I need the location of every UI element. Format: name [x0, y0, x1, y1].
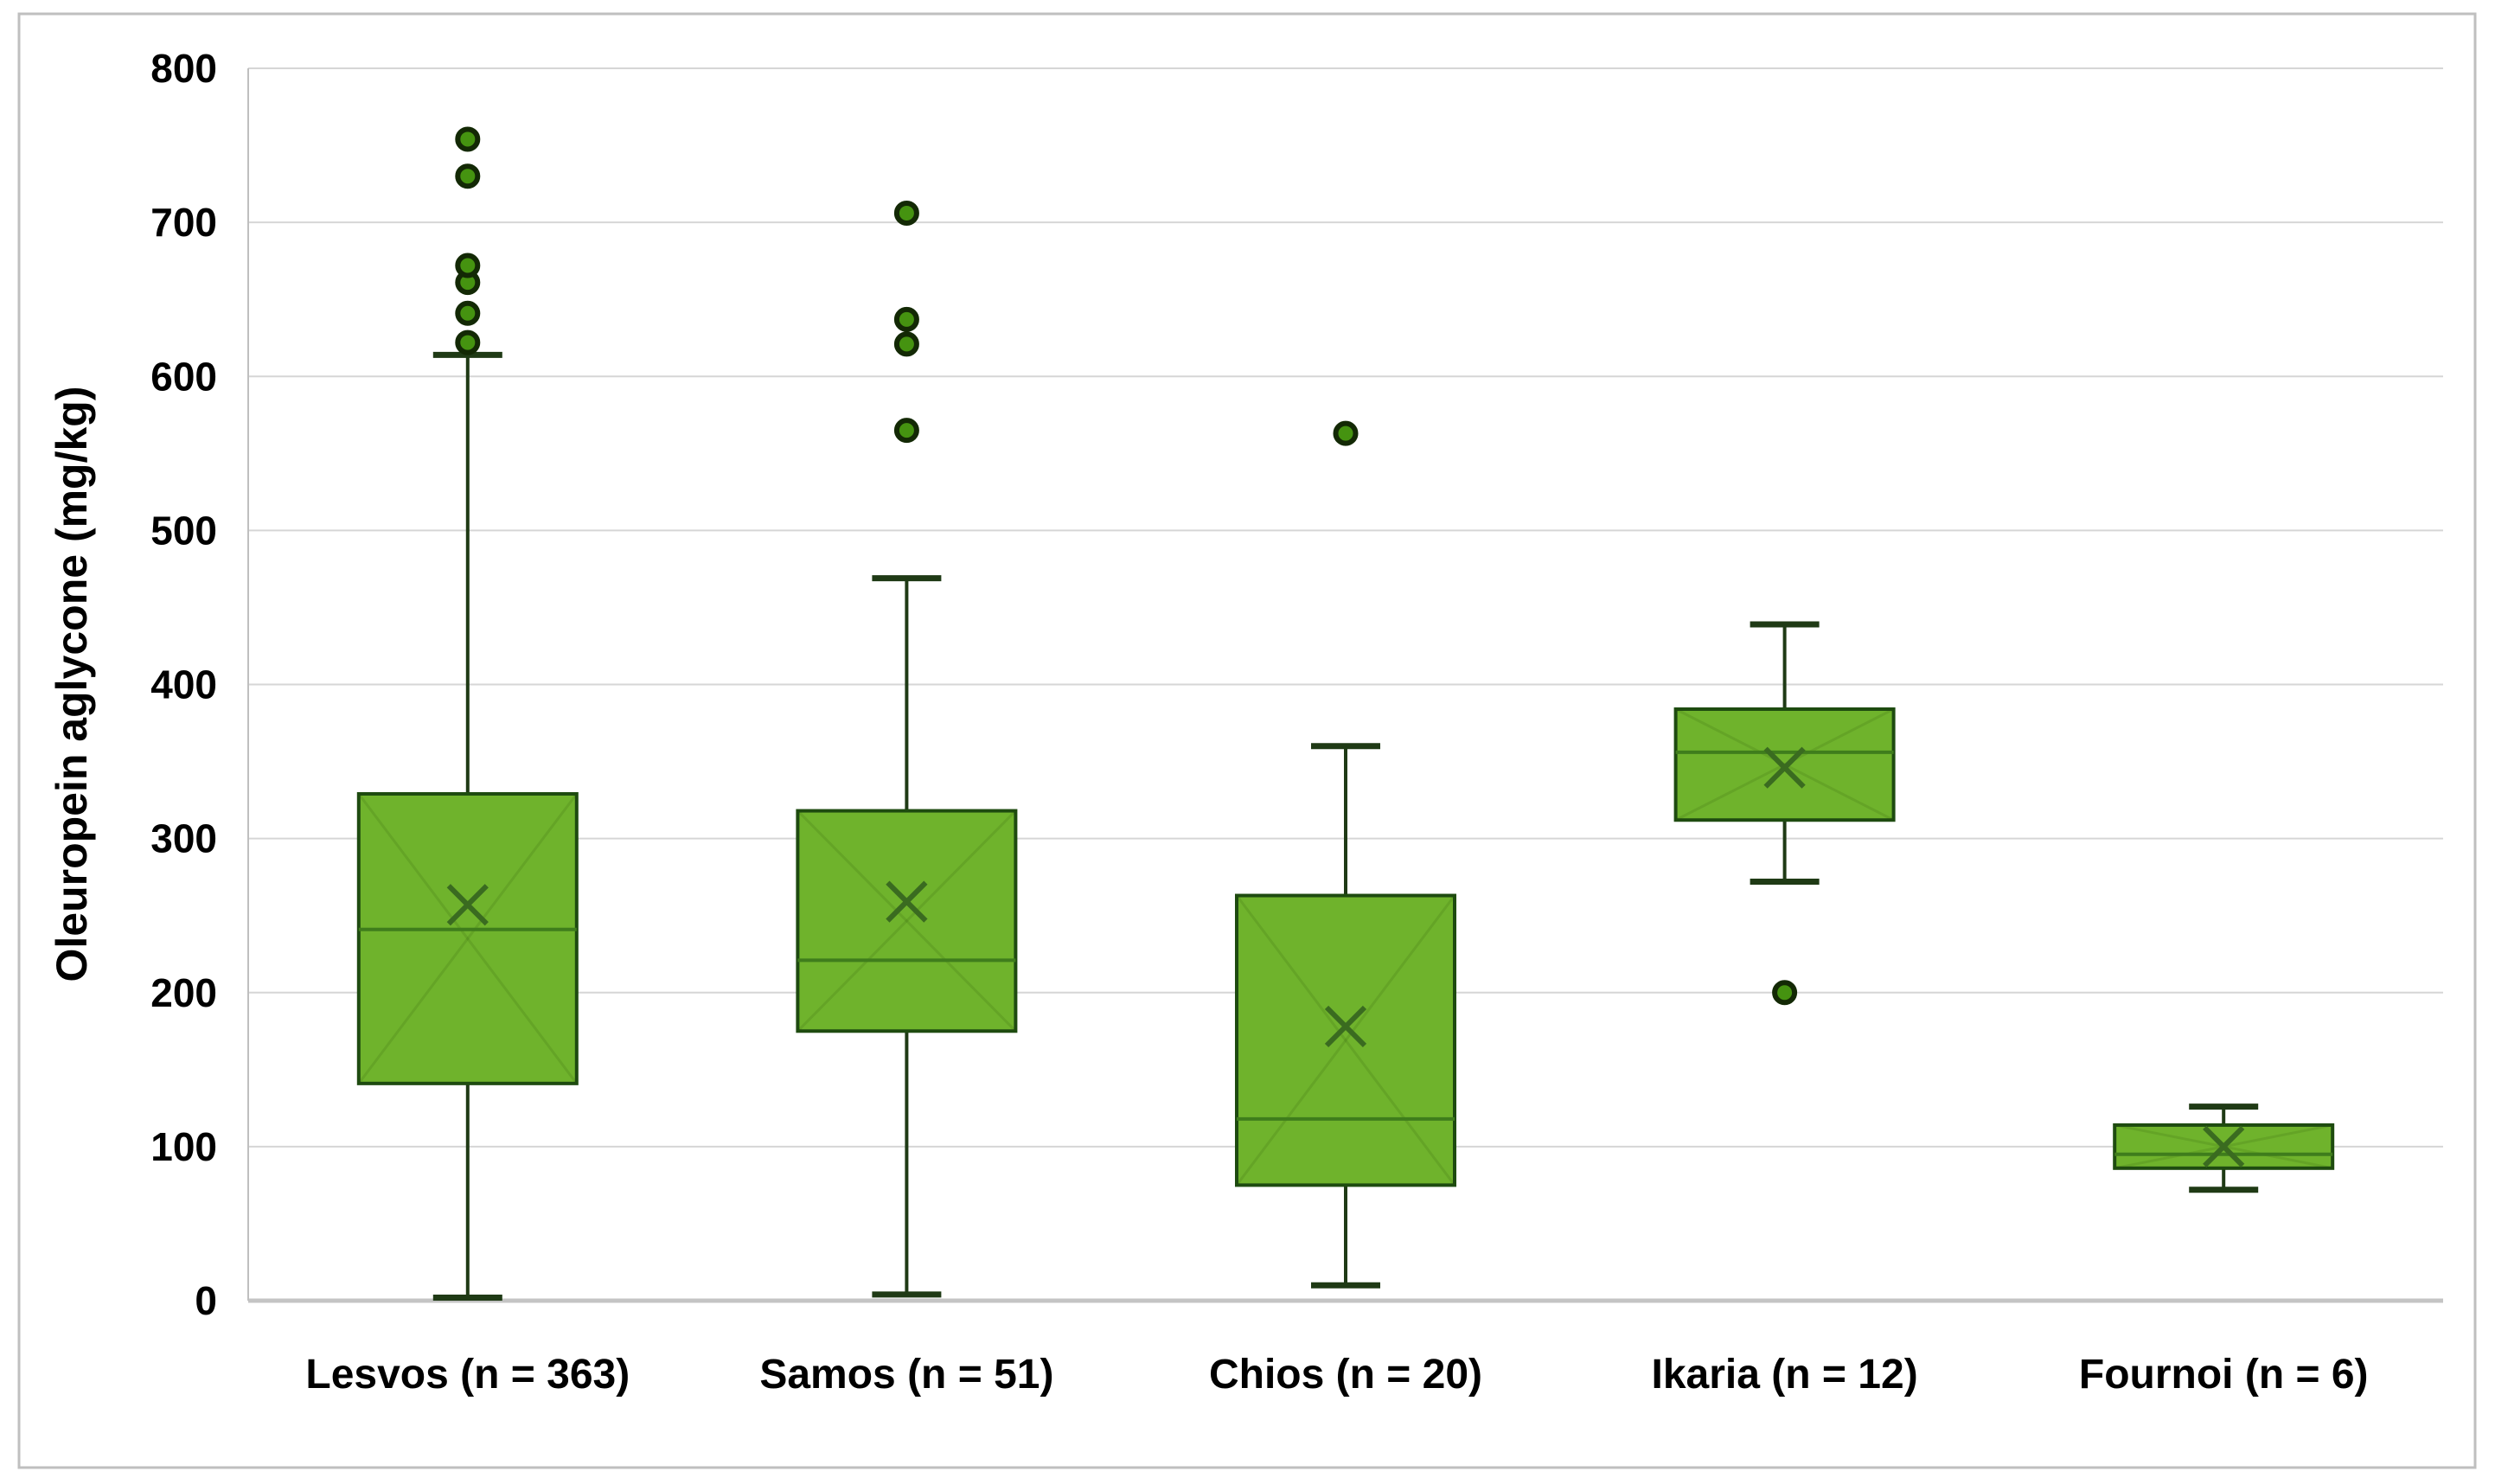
- y-tick-label-200: 200: [150, 970, 217, 1015]
- x-axis-label-lesvos: Lesvos (n = 363): [305, 1352, 630, 1398]
- mean-marker-samos: [886, 880, 928, 923]
- outlier-lesvos-672: [455, 253, 481, 278]
- mean-marker-chios: [1324, 1005, 1367, 1048]
- box-diagonal-chios: [1235, 894, 1456, 1187]
- axis-labels-group: 0 100 200 300 400 500 600 700 800 Lesvos (n = 363…: [150, 46, 2368, 1398]
- box-chios: [1235, 893, 1456, 1187]
- y-tick-label-100: 100: [150, 1124, 217, 1169]
- outlier-lesvos-641: [455, 300, 481, 326]
- outlier-samos-565: [893, 418, 919, 444]
- boxplot-lesvos: [356, 126, 579, 1301]
- y-tick-label-400: 400: [150, 662, 217, 707]
- gridlines-group: [247, 67, 2443, 1303]
- outlier-lesvos-730: [455, 163, 481, 189]
- x-axis-label-ikaria: Ikaria (n = 12): [1652, 1352, 1918, 1398]
- y-tick-label-800: 800: [150, 46, 217, 91]
- box-diagonal-samos: [796, 809, 1017, 1033]
- outlier-ikaria-200: [1772, 980, 1798, 1006]
- y-axis-title: Oleuropein aglycone (mg/kg): [48, 387, 96, 982]
- x-axis-label-chios: Chios (n = 20): [1209, 1352, 1482, 1398]
- mean-marker-lesvos: [446, 884, 489, 926]
- boxplot-fournoi: [2113, 1103, 2335, 1193]
- mean-marker-fournoi: [2203, 1125, 2245, 1167]
- box-samos: [796, 809, 1018, 1033]
- boxplot-ikaria: [1673, 621, 1896, 1006]
- outlier-samos-706: [893, 200, 919, 226]
- box-lesvos: [356, 791, 579, 1085]
- outlier-chios-563: [1333, 420, 1359, 446]
- outlier-lesvos-754: [455, 126, 481, 152]
- y-tick-label-600: 600: [150, 354, 217, 399]
- boxplot-chios: [1235, 420, 1456, 1289]
- box-diagonal-lesvos: [357, 793, 578, 1084]
- box-diagonal-lesvos: [357, 793, 578, 1084]
- chart-outer-border: [17, 12, 2477, 1469]
- outlier-samos-637: [893, 306, 919, 332]
- x-axis-label-samos: Samos (n = 51): [759, 1352, 1053, 1398]
- boxes-group: [356, 126, 2335, 1301]
- box-diagonal-samos: [796, 809, 1017, 1033]
- y-tick-label-300: 300: [150, 816, 217, 861]
- y-tick-label-500: 500: [150, 508, 217, 553]
- y-tick-label-700: 700: [150, 200, 217, 245]
- box-diagonal-chios: [1235, 894, 1456, 1187]
- mean-marker-ikaria: [1763, 746, 1806, 789]
- outlier-samos-621: [893, 331, 919, 357]
- y-tick-label-0: 0: [195, 1278, 217, 1323]
- x-axis-label-fournoi: Fournoi (n = 6): [2079, 1352, 2369, 1398]
- outlier-lesvos-622: [455, 329, 481, 355]
- boxplot-samos: [796, 200, 1018, 1298]
